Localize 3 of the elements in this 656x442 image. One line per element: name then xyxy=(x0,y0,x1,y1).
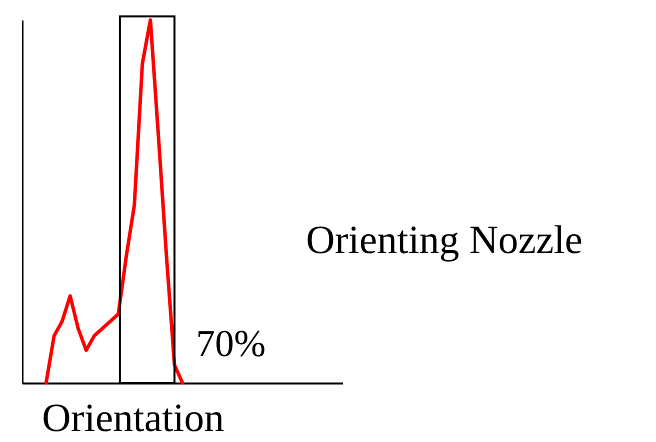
x-axis-title: Orientation xyxy=(42,395,224,440)
annotation: Orienting Nozzle xyxy=(306,217,583,262)
annotation: 70% xyxy=(196,323,266,365)
